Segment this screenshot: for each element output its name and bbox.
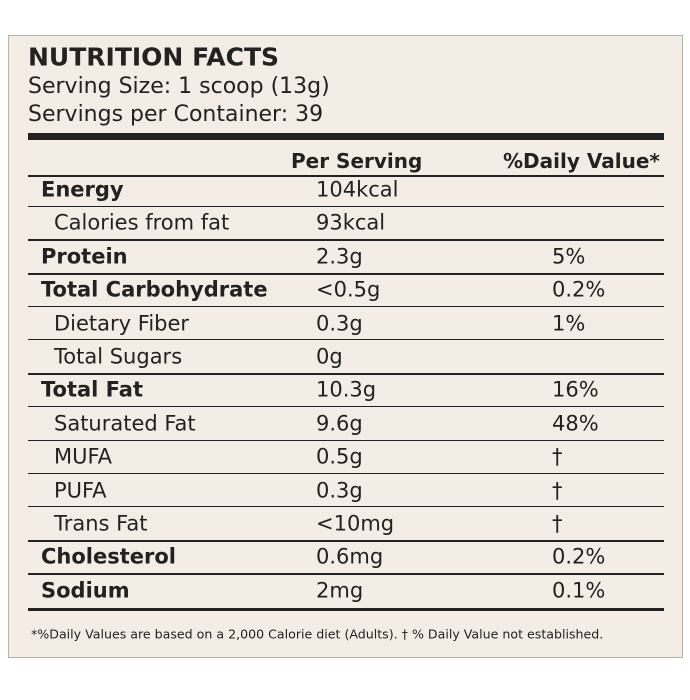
row-daily-value: 0.2% [552,277,606,302]
row-amount: 10.3g [316,377,377,402]
row-daily-value: 16% [552,377,599,402]
row-name: Energy [41,177,124,202]
row-rule [28,539,664,542]
header-rule [28,175,664,177]
serving-size: Serving Size: 1 scoop (13g) [28,74,330,99]
row-name: Trans Fat [54,511,148,536]
row-rule [28,406,664,408]
row-amount: 104kcal [316,177,399,202]
row-amount: 0.5g [316,444,363,469]
row-daily-value: † [552,511,563,536]
row-daily-value: 0.2% [552,544,606,569]
row-name: Sodium [41,578,130,603]
row-rule [28,272,664,275]
row-amount: 0.3g [316,478,363,503]
row-rule [28,439,664,441]
column-header: %Daily Value* [503,149,660,173]
row-amount: <0.5g [316,277,381,302]
row-name: Total Carbohydrate [41,277,268,302]
servings: Servings per Container: 39 [28,102,324,127]
title: NUTRITION FACTS [28,42,280,72]
row-amount: 93kcal [316,210,386,235]
row-rule [28,239,664,242]
nutrition-label: NUTRITION FACTS Serving Size: 1 scoop (1… [8,35,683,658]
row-rule [28,372,664,375]
row-daily-value: † [552,444,563,469]
row-daily-value: 1% [552,311,586,336]
row-amount: 9.6g [316,411,363,436]
row-daily-value: 5% [552,244,586,269]
row-name: Total Fat [41,377,144,402]
footnote: *%Daily Values are based on a 2,000 Calo… [31,626,604,642]
row-daily-value: 0.1% [552,578,606,603]
row-rule [28,205,664,207]
row-name: Calories from fat [54,210,230,235]
row-rule [28,573,664,576]
column-header: Per Serving [291,149,423,173]
row-rule [28,472,664,475]
row-amount: 2mg [316,578,364,603]
row-amount: 0.6mg [316,544,384,569]
row-name: Saturated Fat [54,411,196,436]
row-name: PUFA [54,478,107,503]
row-amount: 2.3g [316,244,363,269]
row-rule [28,305,664,308]
row-name: Protein [41,244,128,269]
thick-rule [28,133,664,140]
row-name: Total Sugars [54,344,183,369]
row-rule [28,339,664,341]
thick-rule [28,608,664,611]
row-name: Cholesterol [41,544,176,569]
row-rule [28,506,664,508]
row-daily-value: 48% [552,411,599,436]
row-amount: 0g [316,344,343,369]
row-name: Dietary Fiber [54,311,190,336]
row-amount: <10mg [316,511,395,536]
row-amount: 0.3g [316,311,363,336]
row-daily-value: † [552,478,563,503]
row-name: MUFA [54,444,113,469]
